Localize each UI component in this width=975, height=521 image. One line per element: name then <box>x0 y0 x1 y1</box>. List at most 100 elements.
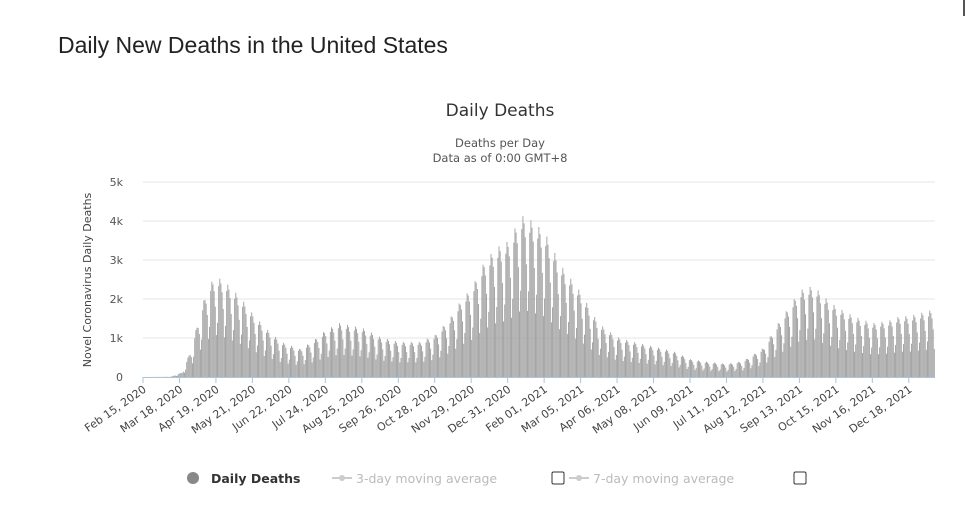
daily-death-bar[interactable] <box>595 322 596 377</box>
daily-death-bar[interactable] <box>904 321 905 377</box>
daily-death-bar[interactable] <box>377 355 378 377</box>
daily-death-bar[interactable] <box>897 317 898 377</box>
daily-death-bar[interactable] <box>693 365 694 377</box>
daily-death-bar[interactable] <box>602 326 603 377</box>
daily-death-bar[interactable] <box>350 341 351 377</box>
daily-death-bar[interactable] <box>235 293 236 377</box>
daily-death-bar[interactable] <box>379 337 380 377</box>
daily-death-bar[interactable] <box>259 321 260 377</box>
daily-death-bar[interactable] <box>909 334 910 377</box>
daily-death-bar[interactable] <box>340 326 341 377</box>
daily-death-bar[interactable] <box>199 334 200 377</box>
daily-death-bar[interactable] <box>427 339 428 377</box>
daily-death-bar[interactable] <box>862 353 863 377</box>
daily-death-bar[interactable] <box>296 365 297 377</box>
daily-death-bar[interactable] <box>440 351 441 377</box>
daily-death-bar[interactable] <box>546 237 547 377</box>
daily-death-bar[interactable] <box>213 284 214 377</box>
daily-death-bar[interactable] <box>218 286 219 377</box>
daily-death-bar[interactable] <box>611 335 612 377</box>
daily-death-bar[interactable] <box>631 362 632 377</box>
daily-death-bar[interactable] <box>543 316 544 377</box>
daily-death-bar[interactable] <box>834 305 835 377</box>
daily-death-bar[interactable] <box>182 373 183 377</box>
daily-death-bar[interactable] <box>628 345 629 377</box>
daily-death-bar[interactable] <box>914 317 915 377</box>
daily-death-bar[interactable] <box>332 329 333 377</box>
daily-death-bar[interactable] <box>762 349 763 377</box>
daily-death-bar[interactable] <box>226 291 227 377</box>
daily-death-bar[interactable] <box>516 233 517 377</box>
daily-death-bar[interactable] <box>265 350 266 377</box>
daily-death-bar[interactable] <box>407 362 408 377</box>
daily-death-bar[interactable] <box>373 339 374 377</box>
daily-death-bar[interactable] <box>361 350 362 377</box>
daily-death-bar[interactable] <box>744 368 745 377</box>
daily-death-bar[interactable] <box>926 350 927 377</box>
daily-death-bar[interactable] <box>837 328 838 377</box>
daily-death-bar[interactable] <box>598 339 599 377</box>
daily-death-bar[interactable] <box>318 348 319 377</box>
daily-death-bar[interactable] <box>275 337 276 377</box>
daily-death-bar[interactable] <box>375 359 376 377</box>
daily-death-bar[interactable] <box>929 311 930 377</box>
daily-death-bar[interactable] <box>893 336 894 377</box>
daily-death-bar[interactable] <box>198 328 199 377</box>
daily-death-bar[interactable] <box>452 317 453 377</box>
daily-death-bar[interactable] <box>197 328 198 377</box>
daily-death-bar[interactable] <box>853 334 854 377</box>
daily-death-bar[interactable] <box>363 328 364 377</box>
daily-death-bar[interactable] <box>489 265 490 377</box>
daily-death-bar[interactable] <box>352 356 353 377</box>
daily-death-bar[interactable] <box>767 357 768 377</box>
daily-death-bar[interactable] <box>794 299 795 377</box>
daily-death-bar[interactable] <box>755 354 756 377</box>
daily-death-bar[interactable] <box>402 345 403 377</box>
daily-death-bar[interactable] <box>287 354 288 377</box>
daily-death-bar[interactable] <box>389 344 390 377</box>
daily-death-bar[interactable] <box>599 355 600 377</box>
daily-death-bar[interactable] <box>329 351 330 377</box>
daily-death-bar[interactable] <box>424 357 425 377</box>
daily-death-bar[interactable] <box>878 354 879 377</box>
daily-death-bar[interactable] <box>908 324 909 377</box>
daily-death-bar[interactable] <box>891 322 892 377</box>
daily-death-bar[interactable] <box>540 234 541 377</box>
daily-death-bar[interactable] <box>480 319 481 377</box>
daily-death-bar[interactable] <box>673 353 674 377</box>
daily-death-bar[interactable] <box>323 332 324 377</box>
daily-death-bar[interactable] <box>695 370 696 377</box>
daily-death-bar[interactable] <box>734 371 735 377</box>
daily-death-bar[interactable] <box>886 354 887 377</box>
daily-death-bar[interactable] <box>701 366 702 377</box>
daily-death-bar[interactable] <box>575 339 576 377</box>
daily-death-bar[interactable] <box>630 351 631 377</box>
daily-death-bar[interactable] <box>634 342 635 377</box>
daily-death-bar[interactable] <box>594 317 595 377</box>
daily-death-bar[interactable] <box>470 315 471 377</box>
daily-death-bar[interactable] <box>597 328 598 377</box>
daily-death-bar[interactable] <box>832 310 833 377</box>
daily-death-bar[interactable] <box>558 294 559 377</box>
daily-death-bar[interactable] <box>510 278 511 377</box>
daily-death-bar[interactable] <box>689 360 690 377</box>
daily-death-bar[interactable] <box>526 264 527 377</box>
daily-death-bar[interactable] <box>234 299 235 377</box>
daily-death-bar[interactable] <box>718 371 719 377</box>
daily-death-bar[interactable] <box>867 323 868 377</box>
daily-death-bar[interactable] <box>478 304 479 377</box>
daily-death-bar[interactable] <box>589 316 590 377</box>
daily-death-bar[interactable] <box>476 283 477 377</box>
daily-death-bar[interactable] <box>579 295 580 377</box>
daily-death-bar[interactable] <box>894 353 895 377</box>
daily-death-bar[interactable] <box>706 362 707 377</box>
daily-death-bar[interactable] <box>418 345 419 377</box>
daily-death-bar[interactable] <box>660 352 661 377</box>
daily-death-bar[interactable] <box>448 346 449 377</box>
daily-death-bar[interactable] <box>239 320 240 377</box>
daily-death-bar[interactable] <box>422 351 423 377</box>
daily-death-bar[interactable] <box>650 346 651 377</box>
daily-death-bar[interactable] <box>729 365 730 377</box>
daily-death-bar[interactable] <box>554 253 555 377</box>
daily-death-bar[interactable] <box>345 348 346 377</box>
